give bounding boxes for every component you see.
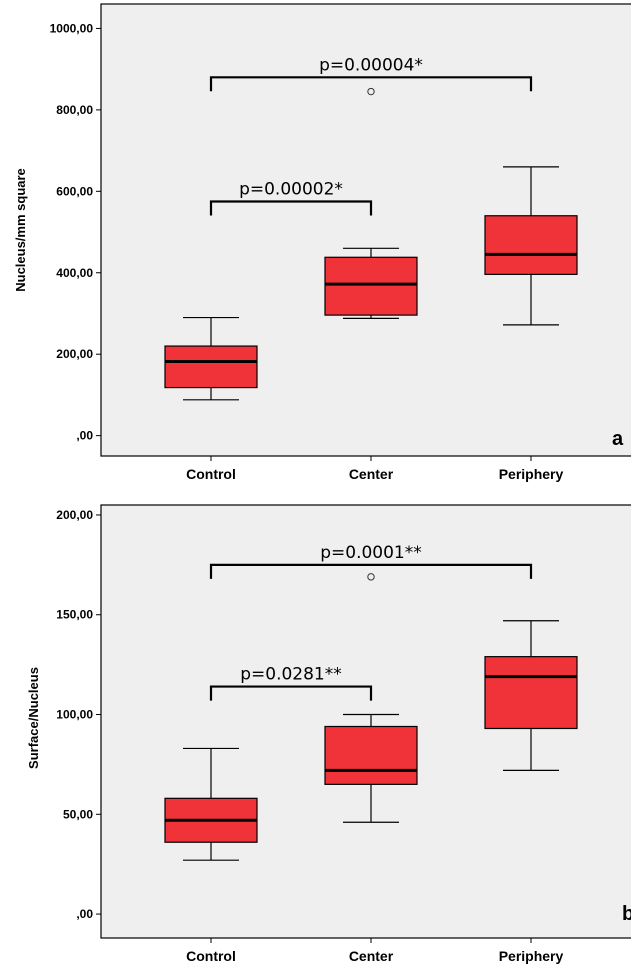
y-tick-label: 800,00 xyxy=(56,103,93,117)
box-center xyxy=(324,725,418,785)
significance-bracket xyxy=(209,685,373,701)
y-tick-label: 150,00 xyxy=(56,608,93,622)
y-tick-label: 200,00 xyxy=(56,508,93,522)
x-category-label: Control xyxy=(186,466,236,482)
y-axis-label: Nucleus/mm square xyxy=(13,168,28,292)
y-tick-label: ,00 xyxy=(76,907,93,921)
chart-panel-a: ,00 200,00 400,00 600,00 800,00 1000,00 Contro… xyxy=(13,3,631,482)
significance-bracket xyxy=(209,76,533,92)
x-category-label: Control xyxy=(186,948,236,964)
y-tick-label: 50,00 xyxy=(63,807,93,821)
significance-bracket xyxy=(209,200,373,216)
p-value-annotation: p=0.0001** xyxy=(320,543,422,563)
x-category-label: Center xyxy=(349,466,394,482)
box-periphery xyxy=(484,215,578,275)
y-tick-label: 1000,00 xyxy=(50,21,94,35)
significance-bracket xyxy=(209,563,533,579)
y-tick-label: 200,00 xyxy=(56,347,93,361)
x-category-label: Periphery xyxy=(499,948,564,964)
p-value-annotation: p=0.00004* xyxy=(319,55,423,75)
p-value-annotation: p=0.0281** xyxy=(240,665,342,685)
box-control xyxy=(164,345,258,389)
x-category-label: Center xyxy=(349,948,394,964)
box-center xyxy=(324,256,418,316)
p-value-annotation: p=0.00002* xyxy=(239,179,343,199)
y-tick-label: 400,00 xyxy=(56,266,93,280)
panel-label: a xyxy=(612,428,624,450)
y-tick-label: ,00 xyxy=(76,429,93,443)
panel-label: b xyxy=(622,903,631,925)
outlier-point xyxy=(367,573,375,581)
box-periphery xyxy=(484,656,578,730)
y-tick-label: 100,00 xyxy=(56,708,93,722)
outlier-point xyxy=(367,87,375,96)
y-tick-label: 600,00 xyxy=(56,184,93,198)
x-category-label: Periphery xyxy=(499,466,564,482)
chart-panel-b: ,00 50,00 100,00 150,00 200,00 Control Center P… xyxy=(26,504,631,964)
y-axis-label: Surface/Nucleus xyxy=(26,667,41,769)
